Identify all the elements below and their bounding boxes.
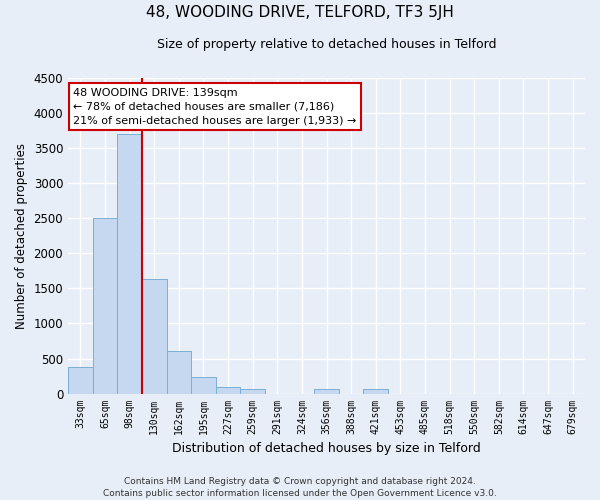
Text: 48 WOODING DRIVE: 139sqm
← 78% of detached houses are smaller (7,186)
21% of sem: 48 WOODING DRIVE: 139sqm ← 78% of detach… (73, 88, 356, 126)
Text: 48, WOODING DRIVE, TELFORD, TF3 5JH: 48, WOODING DRIVE, TELFORD, TF3 5JH (146, 6, 454, 20)
Bar (142, 280, 167, 394)
Y-axis label: Number of detached properties: Number of detached properties (15, 143, 28, 329)
Bar (241, 390, 265, 394)
Bar (92, 218, 117, 394)
Bar (68, 367, 92, 394)
Text: Contains HM Land Registry data © Crown copyright and database right 2024.
Contai: Contains HM Land Registry data © Crown c… (103, 476, 497, 498)
Bar (364, 390, 388, 394)
Bar (314, 390, 339, 394)
Bar (216, 386, 241, 394)
Bar (117, 134, 142, 394)
Bar (191, 376, 216, 394)
Bar (167, 352, 191, 394)
Title: Size of property relative to detached houses in Telford: Size of property relative to detached ho… (157, 38, 496, 51)
X-axis label: Distribution of detached houses by size in Telford: Distribution of detached houses by size … (172, 442, 481, 455)
